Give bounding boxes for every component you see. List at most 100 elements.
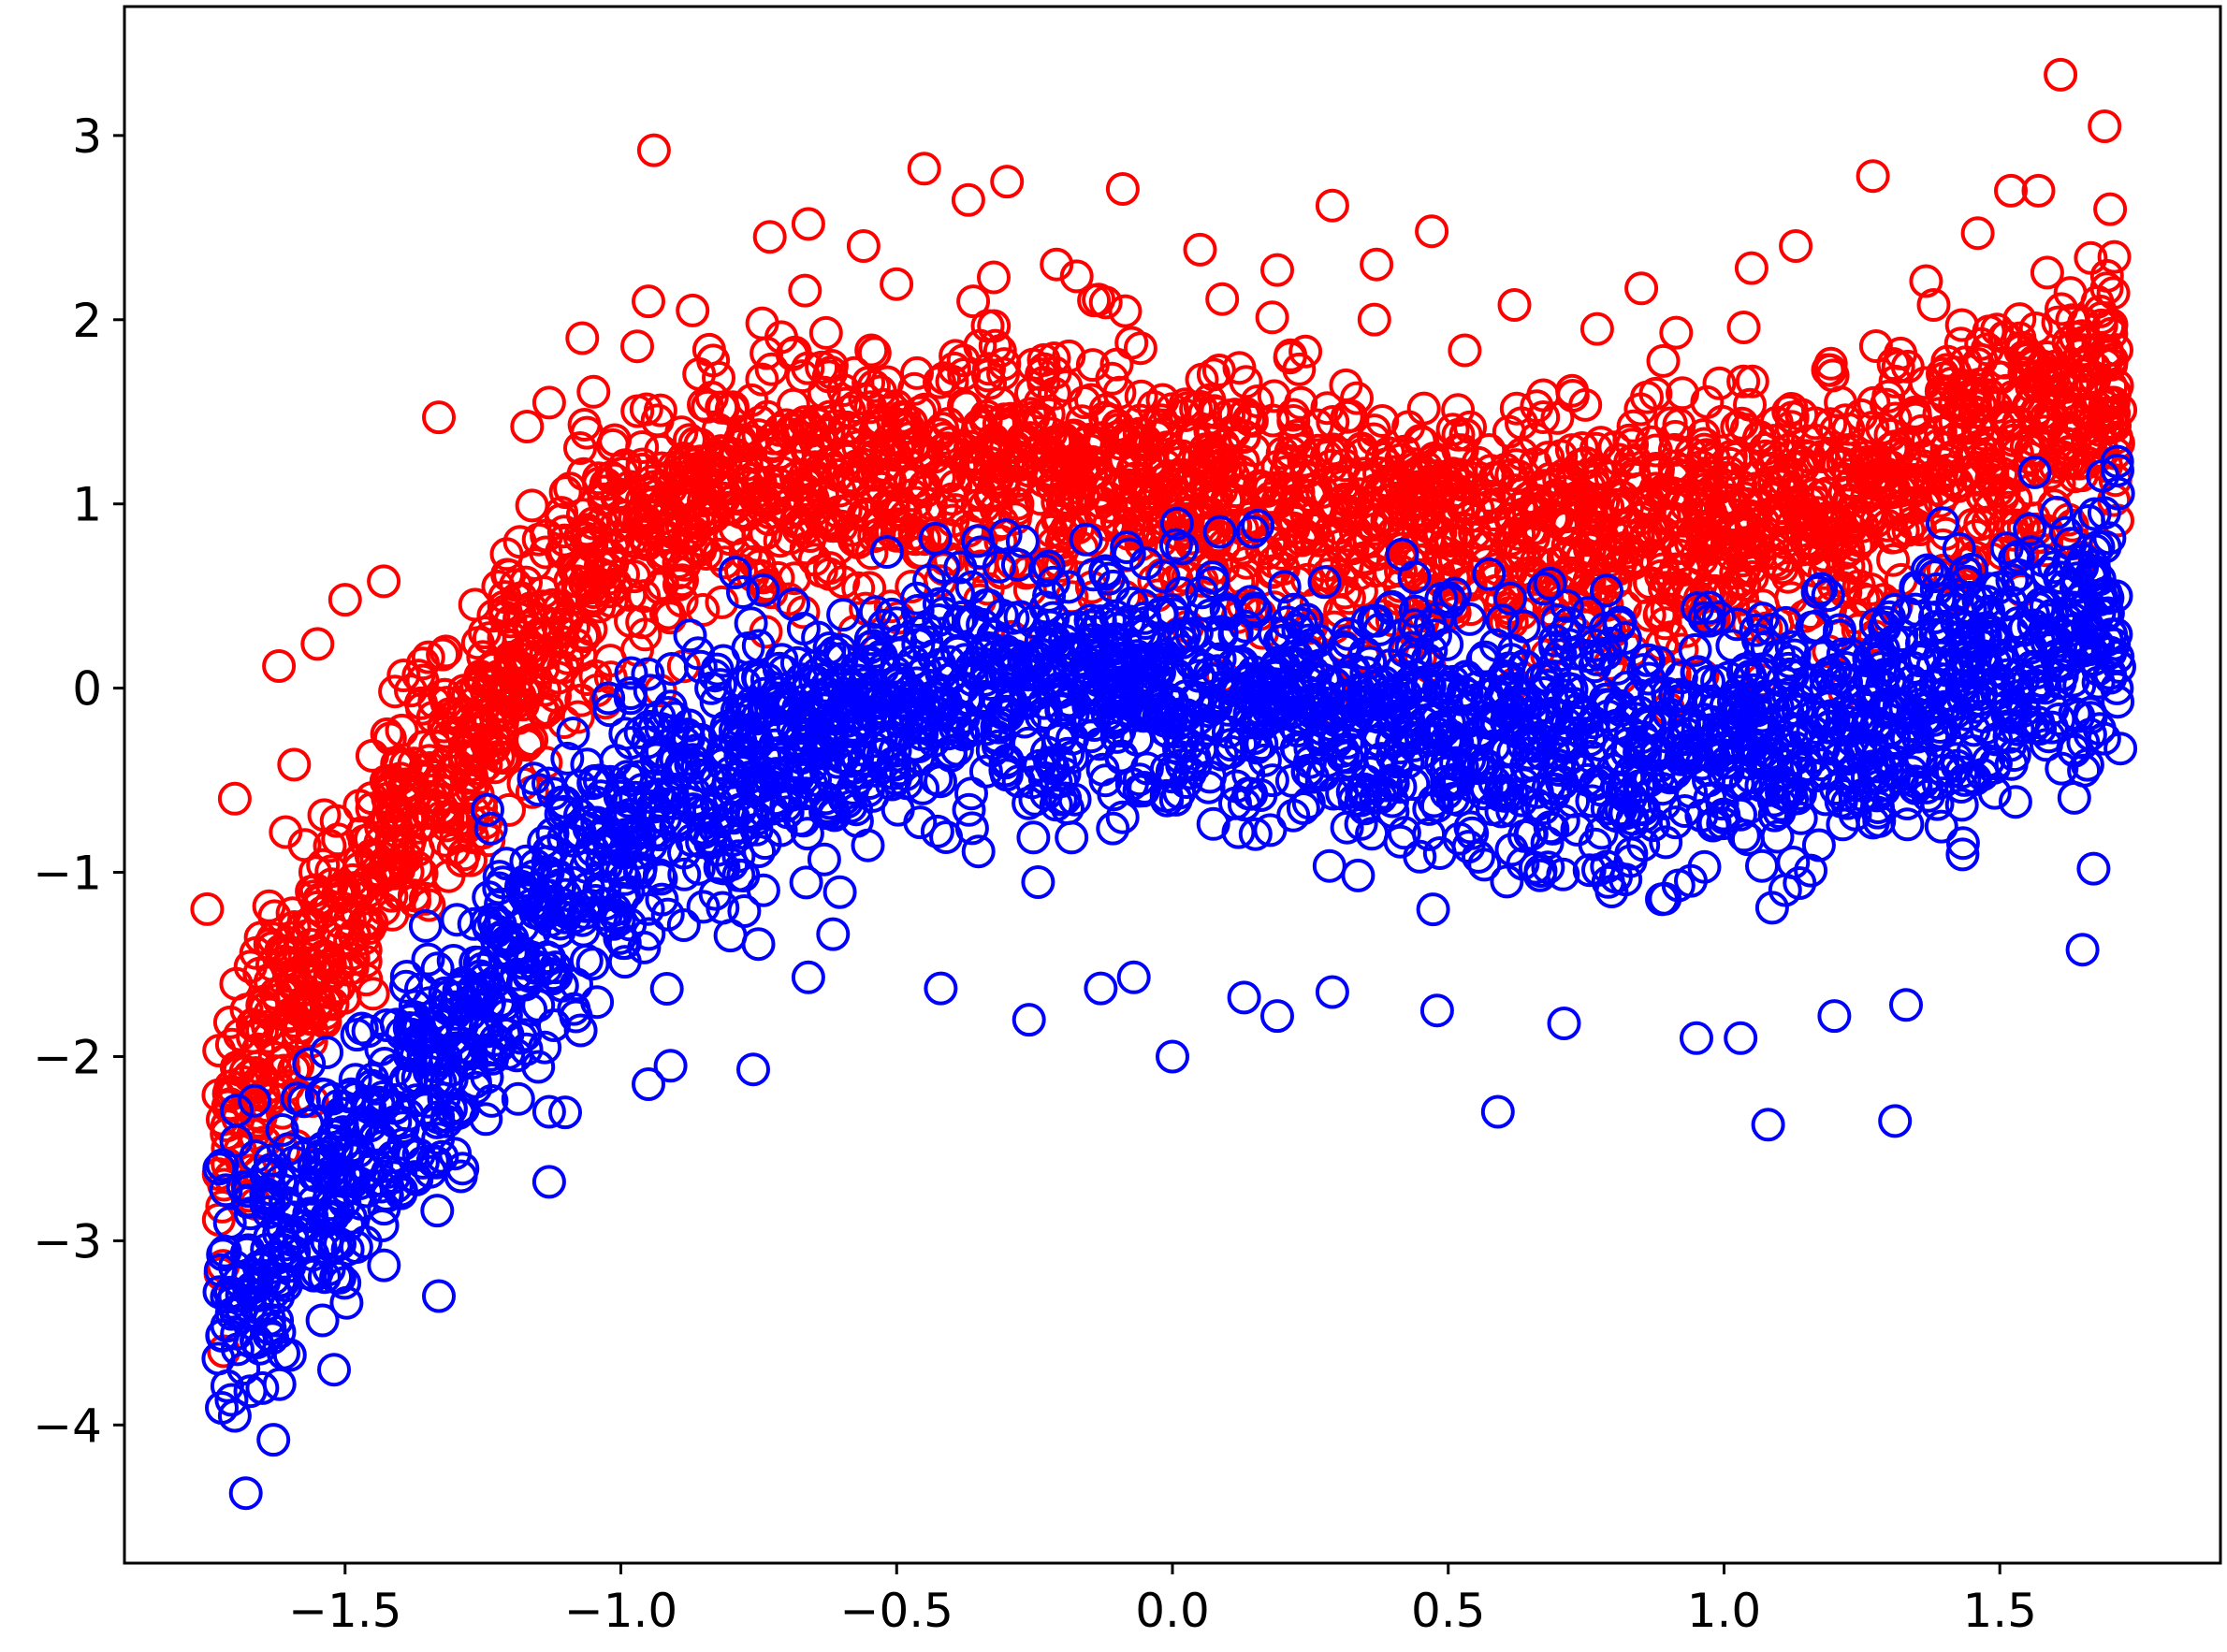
- data-point: [1278, 504, 1312, 539]
- data-point: [673, 618, 707, 653]
- data-point: [1560, 636, 1594, 671]
- data-point: [668, 454, 703, 487]
- data-point: [1107, 692, 1142, 727]
- data-point: [1253, 481, 1288, 515]
- data-point: [1349, 656, 1384, 690]
- data-point: [715, 848, 750, 881]
- data-point: [1716, 489, 1751, 524]
- data-point: [2001, 558, 2035, 592]
- data-point: [1726, 311, 1761, 344]
- data-point: [445, 1092, 480, 1126]
- data-point: [627, 579, 662, 614]
- data-point: [1472, 433, 1506, 467]
- data-point: [1330, 399, 1364, 434]
- data-point: [1613, 444, 1648, 479]
- data-point: [476, 651, 511, 686]
- data-point: [539, 959, 574, 993]
- data-point: [1009, 673, 1042, 707]
- data-point: [1251, 693, 1286, 728]
- data-point: [1812, 439, 1847, 472]
- data-point: [1624, 271, 1659, 306]
- data-point: [1441, 417, 1476, 452]
- data-point: [1945, 837, 1980, 872]
- data-point: [2101, 685, 2135, 719]
- data-point: [1041, 723, 1076, 758]
- data-point: [1615, 427, 1650, 462]
- series-1: [201, 444, 2138, 1511]
- data-point: [1962, 367, 1997, 401]
- data-point: [1419, 717, 1454, 750]
- data-point: [2055, 446, 2089, 481]
- data-point: [990, 165, 1025, 199]
- data-point: [408, 908, 443, 943]
- data-point: [1373, 591, 1407, 626]
- data-point: [978, 328, 1012, 363]
- data-point: [545, 785, 579, 819]
- data-point: [1997, 418, 2031, 453]
- data-point: [1574, 494, 1608, 529]
- data-point: [926, 550, 961, 585]
- data-point: [1646, 343, 1681, 378]
- data-point: [1327, 630, 1361, 665]
- data-point: [1719, 528, 1754, 562]
- data-point: [277, 747, 312, 782]
- data-point: [631, 725, 665, 760]
- data-point: [812, 557, 847, 591]
- data-point: [2074, 367, 2108, 401]
- data-point: [620, 394, 655, 428]
- data-point: [737, 721, 772, 756]
- data-point: [1403, 839, 1437, 874]
- data-point: [1675, 518, 1710, 553]
- data-point: [493, 640, 528, 674]
- data-point: [367, 564, 401, 599]
- data-point: [1734, 251, 1768, 285]
- data-point: [631, 657, 665, 691]
- data-point: [292, 1196, 327, 1231]
- data-point: [686, 890, 720, 924]
- data-point: [1932, 412, 1967, 446]
- data-point: [1429, 723, 1463, 758]
- data-point: [1881, 350, 1915, 384]
- data-point: [1916, 288, 1951, 322]
- data-point: [217, 781, 252, 816]
- data-point: [2097, 239, 2132, 274]
- data-point: [1561, 692, 1595, 727]
- data-point: [913, 497, 948, 531]
- data-point: [856, 369, 891, 403]
- data-point: [741, 456, 776, 491]
- data-point: [548, 1095, 582, 1130]
- data-point: [846, 447, 881, 482]
- data-point: [1590, 573, 1623, 608]
- data-point: [759, 757, 793, 791]
- data-point: [1696, 442, 1731, 475]
- data-point: [792, 410, 826, 444]
- data-point: [1581, 852, 1615, 887]
- data-point: [1387, 434, 1421, 469]
- data-point: [964, 549, 998, 584]
- data-point: [1533, 566, 1567, 601]
- data-point: [1497, 288, 1532, 322]
- data-point: [1856, 385, 1891, 420]
- data-point: [852, 571, 887, 605]
- data-point: [219, 966, 254, 1001]
- data-point: [1267, 570, 1302, 604]
- data-point: [1548, 457, 1582, 492]
- data-point: [1040, 247, 1074, 282]
- data-point: [713, 755, 748, 790]
- data-point: [430, 800, 465, 834]
- data-point: [502, 679, 537, 714]
- data-point: [1439, 746, 1474, 780]
- data-point: [1113, 489, 1147, 524]
- data-point: [1674, 775, 1708, 809]
- data-point: [898, 522, 933, 557]
- data-point: [1432, 581, 1466, 616]
- data-point: [1669, 717, 1703, 751]
- data-point: [1923, 484, 1958, 518]
- data-point: [1951, 621, 1986, 656]
- data-point: [880, 518, 914, 553]
- data-point: [1128, 606, 1163, 640]
- data-point: [716, 491, 750, 526]
- data-point: [1603, 605, 1638, 640]
- data-point: [1945, 826, 1980, 861]
- data-point: [2083, 413, 2118, 447]
